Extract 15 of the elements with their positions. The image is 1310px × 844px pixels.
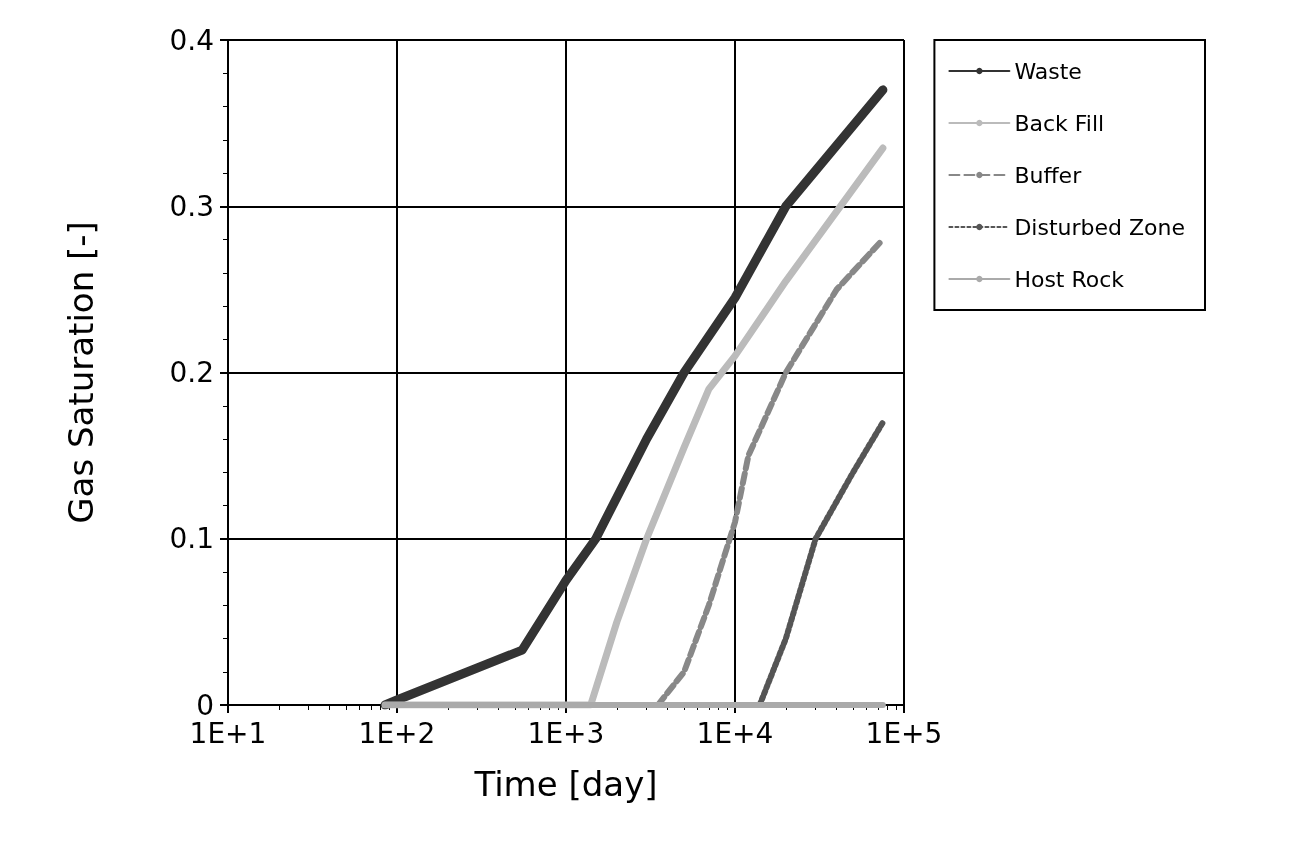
legend-label: Back Fill xyxy=(1014,110,1105,136)
x-tick-label: 1E+4 xyxy=(696,716,774,750)
legend-label: Buffer xyxy=(1014,162,1083,188)
x-tick-label: 1E+5 xyxy=(865,716,943,750)
y-tick-label: 0.1 xyxy=(169,522,214,556)
y-axis-title: Gas Saturation [-] xyxy=(61,221,101,524)
y-tick-label: 0.3 xyxy=(169,189,214,223)
legend-label: Host Rock xyxy=(1014,266,1125,292)
y-tick-label: 0.2 xyxy=(169,356,214,389)
x-axis-title: Time [day] xyxy=(473,764,658,804)
legend-label: Waste xyxy=(1014,58,1082,84)
x-tick-label: 1E+3 xyxy=(527,716,605,750)
y-tick-label: 0.4 xyxy=(169,23,214,57)
legend-label: Disturbed Zone xyxy=(1014,214,1186,240)
x-tick-label: 1E+2 xyxy=(358,716,436,750)
